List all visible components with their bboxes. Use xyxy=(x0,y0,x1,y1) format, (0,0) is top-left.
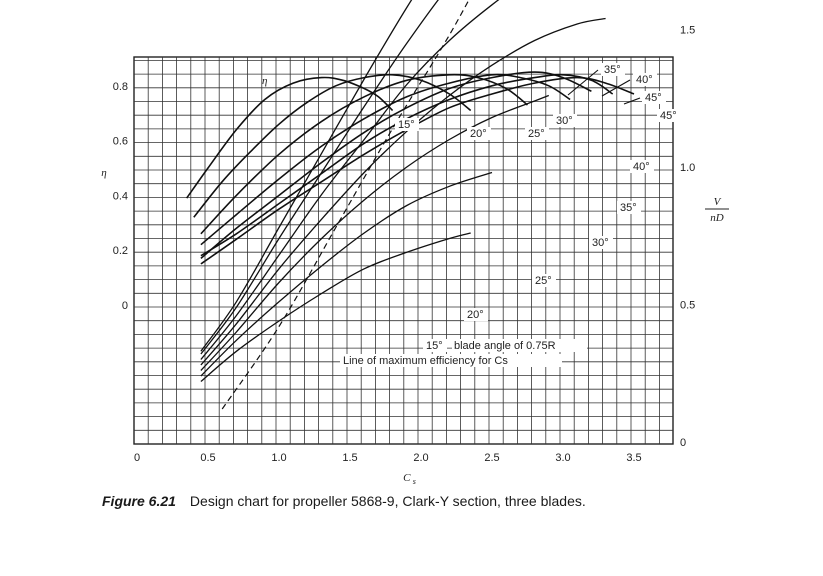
left-tick-label: 0.4 xyxy=(113,190,128,202)
blade-angle-note: blade angle of 0.75R xyxy=(454,340,556,352)
speed-ratio-curve xyxy=(200,17,606,366)
x-axis-label-sub: s xyxy=(413,477,416,486)
efficiency-curve xyxy=(200,73,571,246)
eta-curve-label: 45° xyxy=(660,110,677,122)
eta-curve-label: 20° xyxy=(470,128,487,140)
left-tick-label: 0.2 xyxy=(113,245,128,257)
x-tick-label: 0.5 xyxy=(200,452,215,464)
efficiency-curve xyxy=(200,73,529,235)
callout-arrow xyxy=(567,69,599,96)
label-backdrop xyxy=(630,160,654,173)
vnd-curve-label: 20° xyxy=(467,309,484,321)
speed-ratio-curves xyxy=(200,0,606,382)
vnd-curve-label: 25° xyxy=(535,275,552,287)
max-efficiency-line-group xyxy=(221,0,470,410)
label-backdrop xyxy=(423,339,447,352)
vnd-curve-label: 30° xyxy=(592,237,609,249)
max-efficiency-line xyxy=(221,0,470,410)
efficiency-curve xyxy=(200,71,592,260)
eta-curve-label: 25° xyxy=(528,128,545,140)
x-tick-label: 1.0 xyxy=(271,452,286,464)
speed-ratio-curve xyxy=(200,232,471,382)
right-axis-label-denominator: nD xyxy=(710,212,724,224)
chart-grid xyxy=(133,56,674,445)
label-backdrop xyxy=(553,114,577,127)
x-tick-label: 2.5 xyxy=(484,452,499,464)
label-backdrop xyxy=(340,354,562,367)
x-tick-label: 3.5 xyxy=(626,452,641,464)
callout-arrow xyxy=(623,97,641,105)
label-backdrop xyxy=(589,236,613,249)
efficiency-curve xyxy=(200,73,614,257)
efficiency-curve xyxy=(193,73,472,218)
speed-ratio-curve xyxy=(200,0,413,352)
x-tick-label: 1.5 xyxy=(342,452,357,464)
vnd-curve-label: 15° xyxy=(426,340,443,352)
eta-curve-label: 15° xyxy=(398,119,415,131)
label-backdrop xyxy=(657,109,681,122)
left-tick-label: 0.6 xyxy=(113,136,128,148)
label-backdrop xyxy=(464,308,488,321)
eta-curve-label: 30° xyxy=(556,115,573,127)
curve-labels: η 15° 20° 25° 30° 35° 40° 45° 45° 15° 20° 25° 30° 35°… xyxy=(262,63,681,367)
speed-ratio-curve xyxy=(200,171,493,377)
eta-curve-label: 35° xyxy=(604,64,621,76)
figure-caption: Figure 6.21 Design chart for propeller 58… xyxy=(102,493,586,509)
max-efficiency-line-label: Line of maximum efficiency for Cs xyxy=(343,355,508,367)
right-tick-label: 0 xyxy=(680,437,686,449)
speed-ratio-curve xyxy=(200,94,550,371)
eta-curve-label: 40° xyxy=(636,74,653,86)
callout-arrow xyxy=(601,79,631,97)
right-tick-label: 1.0 xyxy=(680,162,695,174)
speed-ratio-curve xyxy=(200,0,500,360)
label-backdrop xyxy=(525,127,549,140)
efficiency-curve xyxy=(200,76,635,265)
left-tick-label: 0 xyxy=(122,300,128,312)
eta-curve-label: 45° xyxy=(645,92,662,104)
tick-labels: 0 0.5 1.0 1.5 2.0 2.5 3.0 3.5 C s 0 0.2 0.4 0.6 0.8 η 0 0… xyxy=(101,25,729,486)
x-tick-label: 2.0 xyxy=(413,452,428,464)
label-backdrop xyxy=(467,127,491,140)
label-backdrop xyxy=(617,201,641,214)
label-backdrop xyxy=(633,73,657,86)
label-backdrop xyxy=(532,274,556,287)
figure-caption-text: Design chart for propeller 5868-9, Clark… xyxy=(189,493,586,509)
label-backdrop xyxy=(395,118,419,131)
label-backdrop xyxy=(452,339,587,352)
right-tick-label: 1.5 xyxy=(680,25,695,37)
x-axis-label: C xyxy=(403,472,411,484)
efficiency-curves xyxy=(186,71,635,265)
speed-ratio-curve xyxy=(200,0,439,355)
right-tick-label: 0.5 xyxy=(680,300,695,312)
efficiency-curve xyxy=(186,76,394,199)
left-axis-label: η xyxy=(101,167,106,179)
x-tick-label: 0 xyxy=(134,452,140,464)
label-backdrop xyxy=(642,91,666,104)
x-tick-label: 3.0 xyxy=(555,452,570,464)
eta-curve-series-label: η xyxy=(262,75,267,87)
right-axis-label-numerator: V xyxy=(714,196,722,208)
figure-number: Figure 6.21 xyxy=(102,493,176,509)
label-backdrop xyxy=(601,63,625,76)
vnd-curve-label: 40° xyxy=(633,161,650,173)
left-tick-label: 0.8 xyxy=(113,81,128,93)
vnd-curve-label: 35° xyxy=(620,202,637,214)
